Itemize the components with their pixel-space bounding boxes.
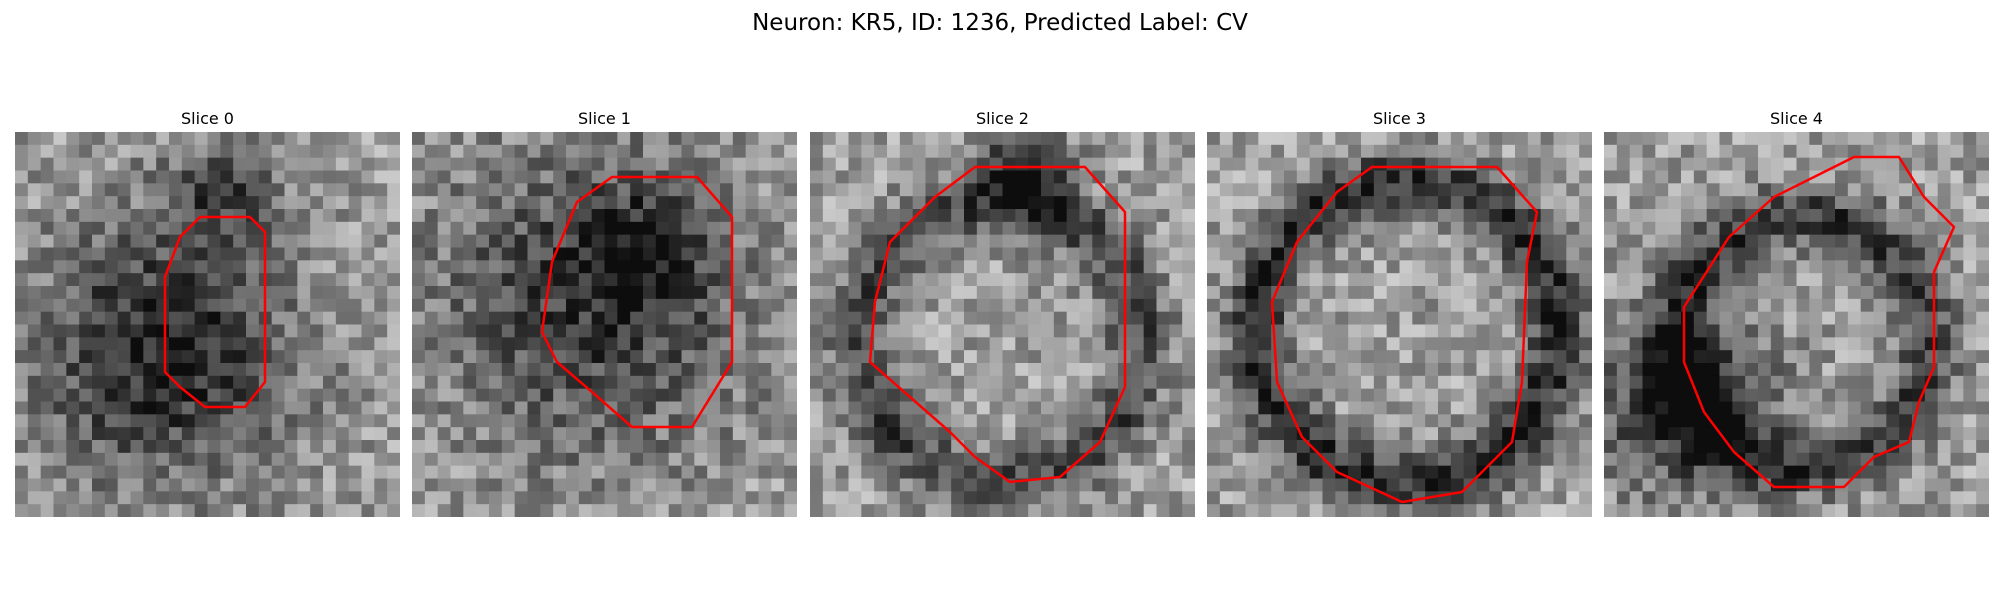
slice-image-1 [412,132,797,517]
roi-contour-2 [868,165,1127,484]
slice-title-2: Slice 2 [976,109,1029,128]
roi-contour-4 [1682,155,1956,489]
slice-title-3: Slice 3 [1373,109,1426,128]
roi-contour-1 [540,175,734,429]
slice-panel-2: Slice 2 [810,108,1195,517]
slice-image-2 [810,132,1195,517]
slice-panel-3: Slice 3 [1207,108,1592,517]
roi-contour-0 [163,215,267,409]
slice-image-4 [1604,132,1989,517]
slice-image-3 [1207,132,1592,517]
slice-image-0 [15,132,400,517]
roi-contour-3 [1270,165,1539,504]
slice-title-0: Slice 0 [181,109,234,128]
slice-title-1: Slice 1 [578,109,631,128]
slice-panel-1: Slice 1 [412,108,797,517]
slice-panel-0: Slice 0 [15,108,400,517]
slice-title-4: Slice 4 [1770,109,1823,128]
figure-title: Neuron: KR5, ID: 1236, Predicted Label: … [752,10,1248,36]
slice-panel-4: Slice 4 [1604,108,1989,517]
